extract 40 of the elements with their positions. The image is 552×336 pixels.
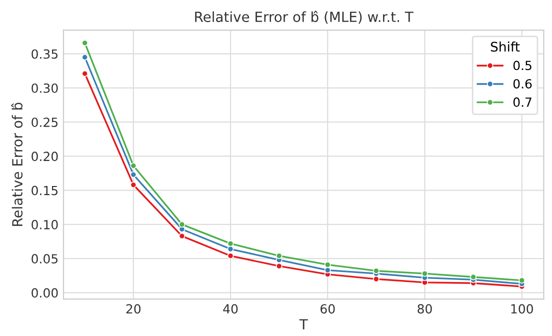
- point: [324, 262, 331, 268]
- y-tick-label: 0.30: [32, 83, 58, 93]
- chart-title: Relative Error of b̂ (MLE) w.r.t. T: [195, 10, 414, 24]
- point: [470, 274, 477, 280]
- y-tick-label: 0.25: [32, 118, 58, 128]
- point: [372, 268, 380, 274]
- y-tick-label: 0.10: [32, 220, 58, 230]
- x-tick-label: 40: [223, 304, 238, 314]
- point: [227, 252, 234, 260]
- point: [227, 240, 234, 247]
- point: [178, 221, 186, 228]
- legend-label: 0.6: [513, 79, 532, 89]
- point: [422, 270, 428, 277]
- legend-title: Shift: [490, 41, 520, 52]
- x-tick-label: 80: [418, 304, 432, 314]
- y-tick-label: 0.00: [32, 288, 58, 298]
- point: [130, 182, 137, 188]
- point: [82, 54, 88, 60]
- point: [82, 40, 88, 46]
- point: [372, 276, 380, 282]
- y-axis-title: Relative Error of b̂: [11, 102, 23, 226]
- point: [276, 252, 282, 260]
- x-axis-title: T: [299, 319, 308, 330]
- point: [82, 70, 88, 77]
- x-tick-label: 60: [320, 304, 335, 314]
- legend-label: 0.5: [513, 60, 532, 70]
- point: [130, 171, 137, 178]
- point: [518, 277, 526, 284]
- point: [276, 262, 282, 270]
- x-tick-label: 100: [511, 304, 533, 314]
- point: [130, 162, 137, 169]
- y-tick-label: 0.05: [32, 254, 58, 264]
- point: [178, 232, 186, 240]
- legend-label: 0.7: [513, 97, 532, 107]
- x-tick-label: 20: [126, 304, 141, 314]
- point: [324, 266, 331, 274]
- y-tick-label: 0.35: [32, 49, 58, 59]
- y-tick-label: 0.20: [32, 152, 58, 162]
- y-tick-label: 0.15: [32, 186, 58, 196]
- point: [227, 246, 234, 252]
